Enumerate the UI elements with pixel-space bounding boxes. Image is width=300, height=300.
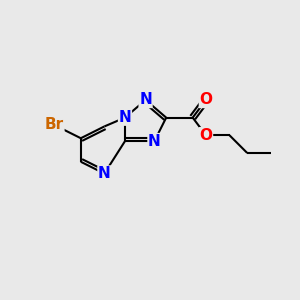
Text: O: O	[200, 92, 212, 107]
Text: N: N	[118, 110, 131, 125]
Text: N: N	[148, 134, 161, 149]
Text: O: O	[200, 128, 212, 143]
Text: Br: Br	[45, 118, 64, 133]
Text: N: N	[139, 92, 152, 107]
Text: N: N	[98, 166, 111, 181]
